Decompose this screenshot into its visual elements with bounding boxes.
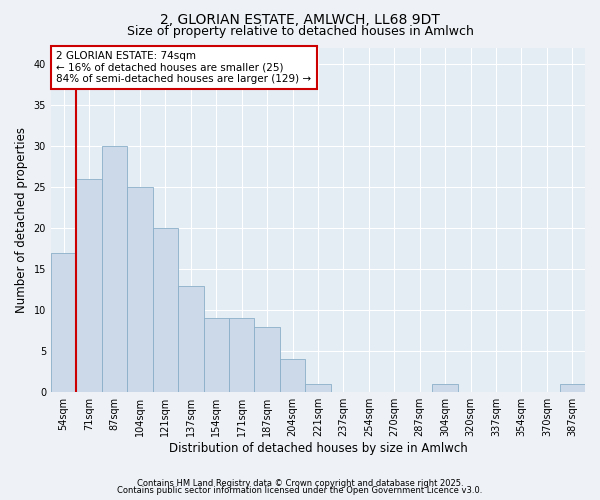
Bar (178, 286, 203, 392)
Text: 2 GLORIAN ESTATE: 74sqm
← 16% of detached houses are smaller (25)
84% of semi-de: 2 GLORIAN ESTATE: 74sqm ← 16% of detache… (56, 51, 311, 84)
Bar (254, 326, 280, 392)
Bar (229, 318, 254, 392)
Bar (102, 146, 127, 392)
Bar (560, 384, 585, 392)
Y-axis label: Number of detached properties: Number of detached properties (15, 127, 28, 313)
Bar (280, 360, 305, 392)
Bar (203, 318, 229, 392)
Text: Contains public sector information licensed under the Open Government Licence v3: Contains public sector information licen… (118, 486, 482, 495)
Bar (152, 228, 178, 392)
Bar (305, 384, 331, 392)
Bar (76, 179, 102, 392)
Text: Contains HM Land Registry data © Crown copyright and database right 2025.: Contains HM Land Registry data © Crown c… (137, 478, 463, 488)
Text: 2, GLORIAN ESTATE, AMLWCH, LL68 9DT: 2, GLORIAN ESTATE, AMLWCH, LL68 9DT (160, 12, 440, 26)
X-axis label: Distribution of detached houses by size in Amlwch: Distribution of detached houses by size … (169, 442, 467, 455)
Bar (433, 384, 458, 392)
Bar (127, 187, 152, 392)
Text: Size of property relative to detached houses in Amlwch: Size of property relative to detached ho… (127, 25, 473, 38)
Bar (51, 252, 76, 392)
